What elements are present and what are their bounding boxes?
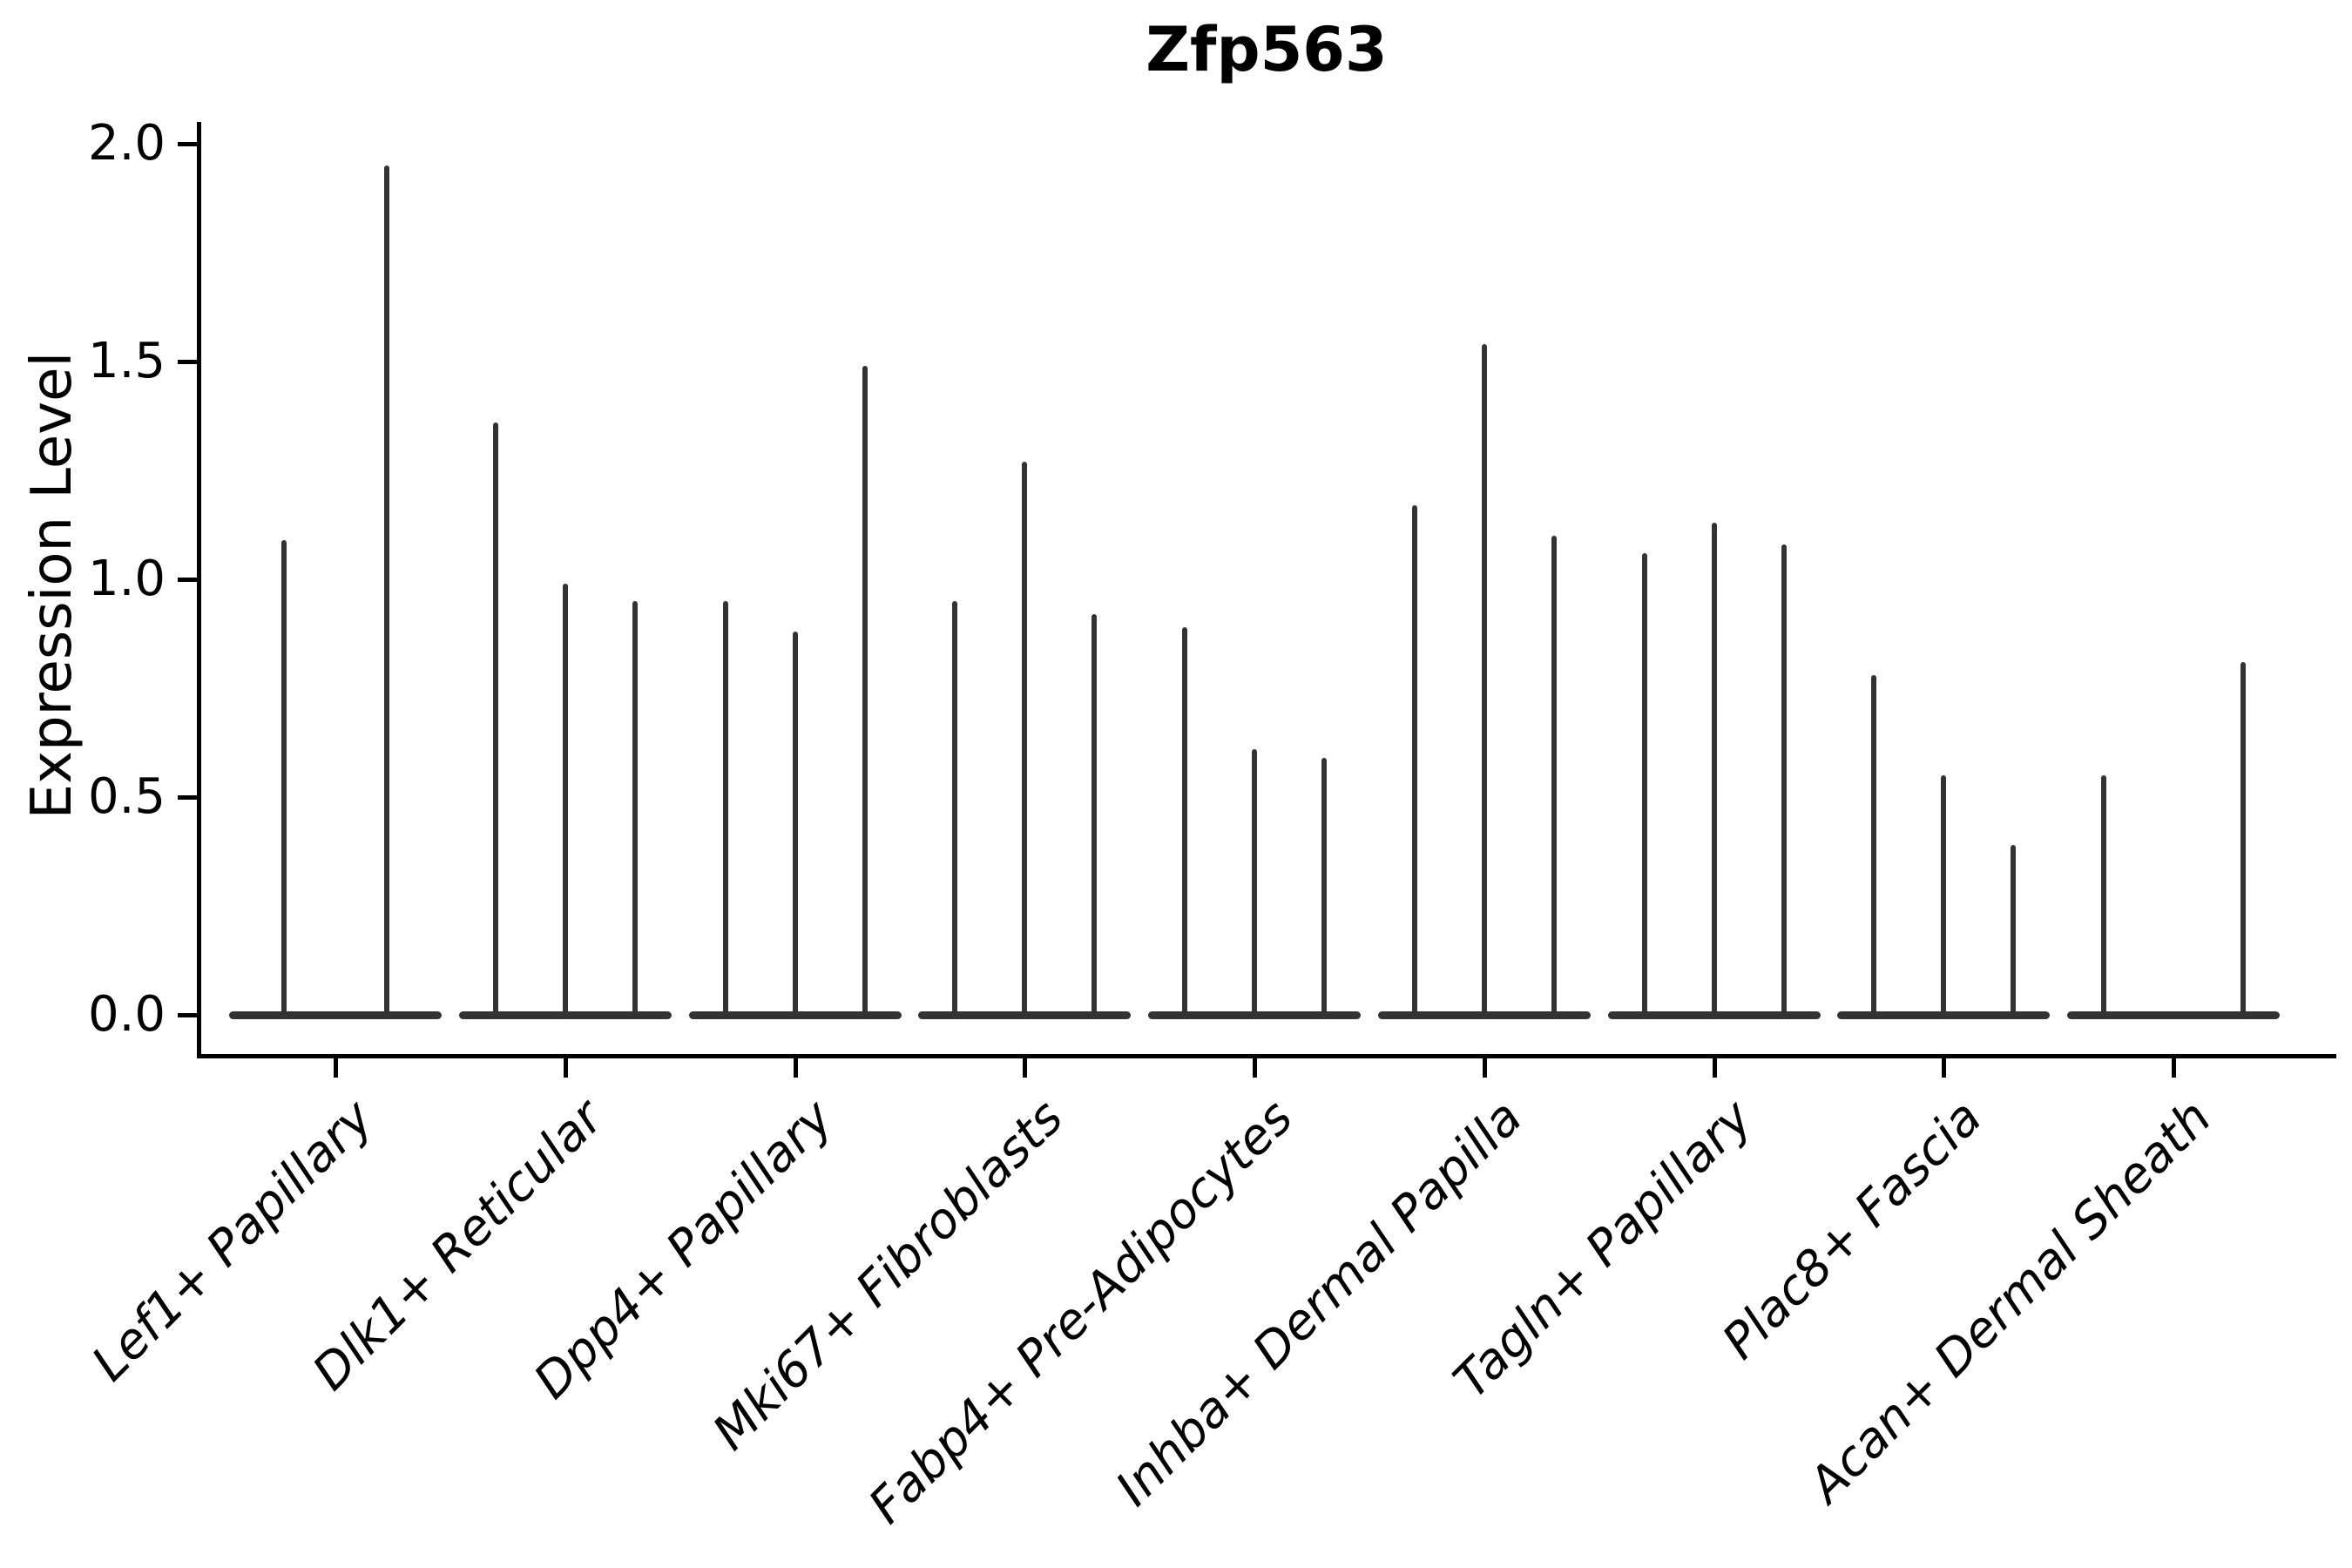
violin-spike bbox=[1182, 627, 1187, 1019]
x-tick-label: Inhba+ Dermal Papilla bbox=[1105, 1089, 1534, 1517]
violin-spike bbox=[1022, 462, 1028, 1019]
violin-spike bbox=[1321, 758, 1327, 1019]
violin-spike bbox=[2240, 662, 2246, 1019]
y-tick-label: 1.0 bbox=[87, 551, 166, 607]
x-tick bbox=[1942, 1058, 1947, 1078]
y-tick bbox=[178, 360, 197, 364]
x-tick bbox=[1482, 1058, 1487, 1078]
violin-spike bbox=[1411, 505, 1417, 1019]
x-tick bbox=[793, 1058, 798, 1078]
violin-spike bbox=[1781, 544, 1787, 1019]
x-tick-label: Fabp4+ Pre-Adipocytes bbox=[858, 1089, 1304, 1535]
x-tick bbox=[1253, 1058, 1257, 1078]
violin-zero-baseline bbox=[2067, 1011, 2280, 1019]
violin-spike bbox=[1941, 775, 1947, 1019]
chart-title: Zfp563 bbox=[1146, 14, 1388, 85]
y-tick-label: 0.0 bbox=[87, 986, 166, 1043]
y-tick bbox=[178, 142, 197, 146]
x-tick bbox=[1023, 1058, 1028, 1078]
violin-spike bbox=[1871, 675, 1877, 1019]
violin-spike bbox=[562, 584, 568, 1019]
violin-spike bbox=[2011, 845, 2017, 1019]
violin-spike bbox=[1711, 523, 1717, 1019]
y-tick bbox=[178, 795, 197, 800]
x-tick bbox=[334, 1058, 338, 1078]
violin-spike bbox=[1252, 749, 1257, 1019]
violin-spike bbox=[1551, 536, 1557, 1019]
violin-spike bbox=[632, 601, 638, 1019]
violin-spike bbox=[792, 632, 798, 1019]
violin-spike bbox=[281, 540, 287, 1019]
y-tick-label: 0.5 bbox=[87, 768, 166, 825]
violin-spike bbox=[1092, 614, 1098, 1019]
violin-spike bbox=[1481, 344, 1487, 1019]
x-tick-label: Acan+ Dermal Sheath bbox=[1798, 1089, 2223, 1514]
y-tick bbox=[178, 1013, 197, 1017]
x-tick bbox=[1712, 1058, 1717, 1078]
y-axis-line bbox=[197, 122, 201, 1058]
violin-spike bbox=[1641, 553, 1647, 1019]
y-tick-label: 1.5 bbox=[87, 333, 166, 389]
violin-spike bbox=[952, 601, 958, 1019]
violin-spike bbox=[492, 422, 498, 1019]
y-tick-label: 2.0 bbox=[87, 115, 166, 172]
violin-zero-baseline bbox=[229, 1011, 442, 1019]
violin-spike bbox=[862, 366, 868, 1019]
violin-spike bbox=[384, 166, 389, 1019]
x-tick bbox=[563, 1058, 568, 1078]
x-axis-line bbox=[197, 1054, 2336, 1058]
y-tick bbox=[178, 578, 197, 582]
violin-spike bbox=[722, 601, 728, 1019]
violin-spike bbox=[2101, 775, 2106, 1019]
x-tick bbox=[2172, 1058, 2176, 1078]
